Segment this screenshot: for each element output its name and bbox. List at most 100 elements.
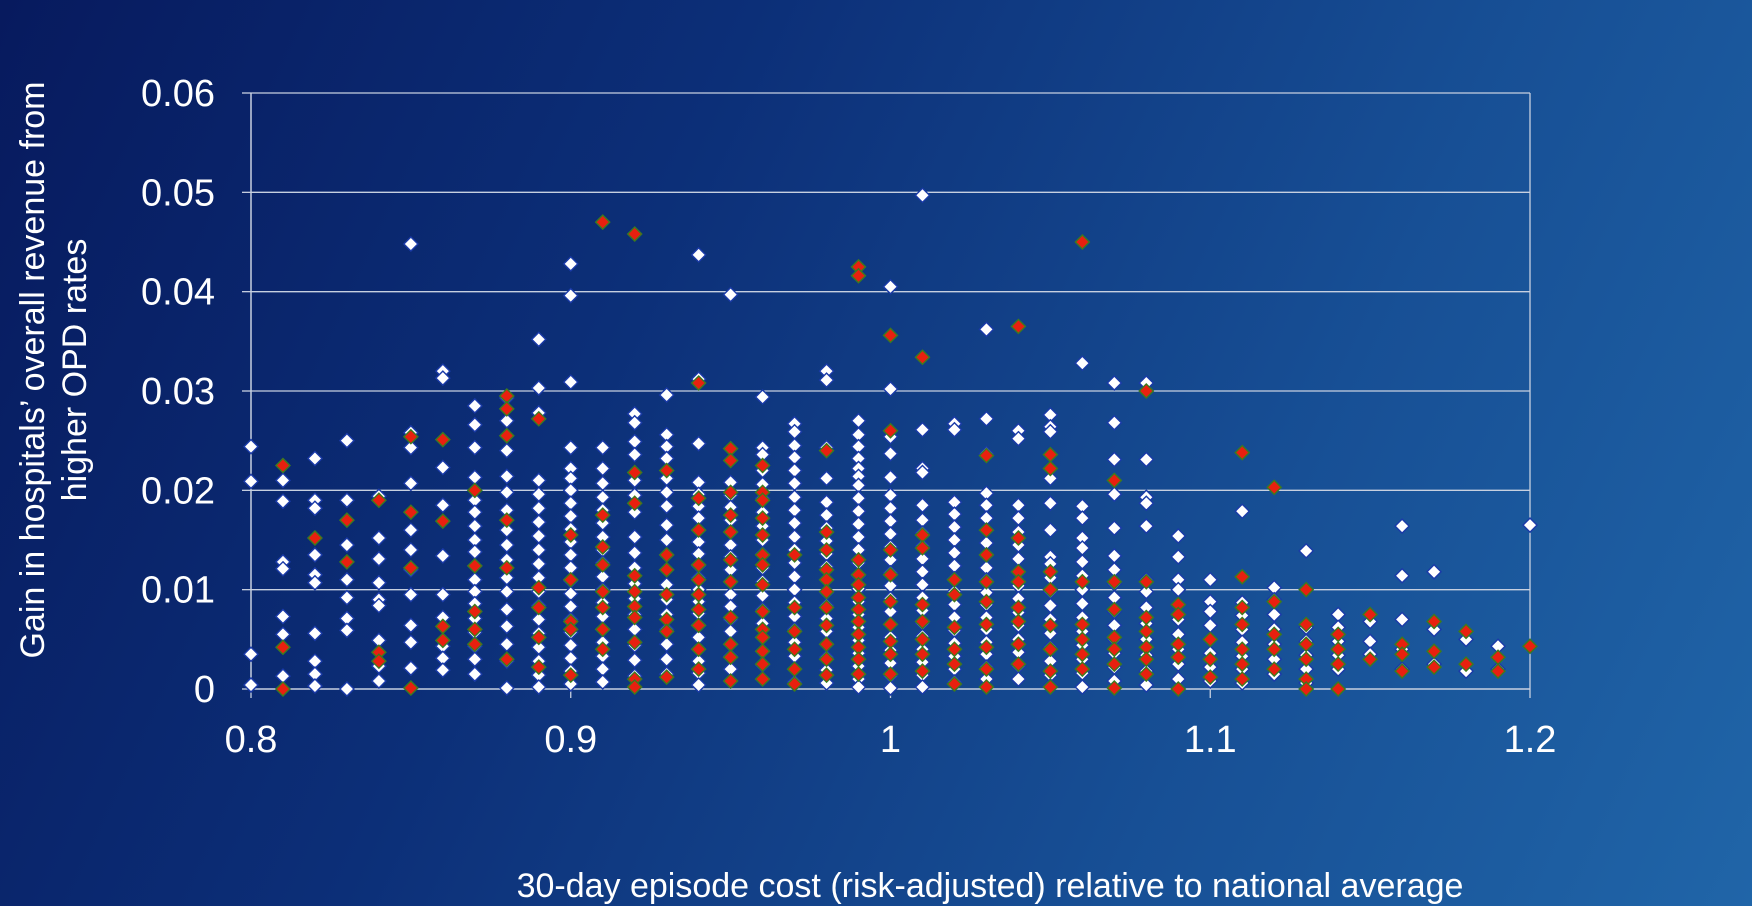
red-data-point: [818, 617, 835, 634]
red-data-point: [914, 539, 931, 556]
red-data-point: [1362, 606, 1379, 623]
red-data-point: [978, 616, 995, 633]
white-data-point: [1042, 597, 1059, 614]
white-data-point: [690, 246, 707, 263]
red-data-point: [722, 649, 739, 666]
red-data-point: [1298, 681, 1315, 697]
white-data-point: [370, 597, 387, 614]
red-data-point: [690, 490, 707, 507]
red-data-point: [754, 643, 771, 660]
y-axis-label-line-1: Gain in hospitals’ overall revenue from: [14, 81, 52, 658]
red-data-point: [1010, 318, 1027, 335]
white-data-point: [594, 489, 611, 506]
white-data-point: [882, 526, 899, 543]
red-data-point: [754, 492, 771, 509]
red-data-point: [530, 629, 547, 646]
white-data-point: [402, 586, 419, 603]
white-data-point: [530, 486, 547, 503]
red-data-point: [1202, 651, 1219, 668]
white-data-point: [498, 601, 515, 618]
red-data-point: [1490, 663, 1507, 680]
red-data-point: [402, 680, 419, 696]
red-data-point: [498, 559, 515, 576]
x-tick-label: 0.9: [544, 719, 597, 761]
white-data-point: [786, 462, 803, 479]
red-data-point: [658, 669, 675, 686]
red-data-point: [722, 484, 739, 501]
white-data-point: [498, 636, 515, 653]
white-data-point: [1010, 497, 1027, 514]
white-data-point: [626, 433, 643, 450]
white-data-point: [1138, 583, 1155, 600]
x-tick-label: 1: [880, 719, 901, 761]
red-data-point: [1042, 446, 1059, 463]
white-data-point: [1138, 677, 1155, 694]
red-data-point: [274, 681, 291, 697]
y-tick-label: 0.05: [141, 172, 215, 214]
red-data-point: [1042, 679, 1059, 696]
red-data-point: [658, 586, 675, 603]
white-data-point: [306, 678, 323, 695]
red-data-point: [530, 659, 547, 676]
white-data-point: [978, 497, 995, 514]
red-data-point: [946, 619, 963, 636]
white-data-point: [850, 679, 867, 696]
red-data-point: [562, 527, 579, 544]
red-data-point: [530, 599, 547, 616]
white-data-point: [754, 388, 771, 405]
white-data-point: [243, 677, 259, 694]
red-data-point: [402, 559, 419, 576]
white-data-point: [914, 679, 931, 696]
white-data-point: [370, 530, 387, 547]
red-data-point: [722, 673, 739, 690]
white-data-point: [306, 653, 323, 670]
white-data-point: [498, 536, 515, 553]
red-data-point: [1330, 656, 1347, 673]
white-data-point: [690, 435, 707, 452]
white-data-point: [786, 568, 803, 585]
white-data-point: [402, 660, 419, 677]
white-data-point: [1074, 355, 1091, 372]
white-data-point: [274, 493, 291, 510]
white-data-point: [1106, 520, 1123, 537]
white-data-point: [818, 470, 835, 487]
white-data-point: [882, 469, 899, 486]
white-data-point: [658, 386, 675, 403]
red-data-point: [946, 676, 963, 693]
white-data-point: [1170, 548, 1187, 565]
white-data-point: [338, 589, 355, 606]
red-data-point: [1106, 601, 1123, 618]
white-data-point: [658, 532, 675, 548]
white-data-point: [1138, 495, 1155, 512]
red-data-point: [498, 651, 515, 668]
red-data-point: [434, 513, 451, 530]
red-data-point: [1266, 593, 1283, 610]
white-data-point: [1010, 430, 1027, 447]
white-data-point: [466, 416, 483, 433]
white-data-point: [946, 557, 963, 574]
white-data-point: [562, 482, 579, 499]
white-data-point: [882, 680, 899, 696]
white-data-point: [1074, 510, 1091, 527]
red-data-point: [1490, 649, 1507, 666]
white-data-point: [1106, 375, 1123, 392]
white-data-point: [594, 439, 611, 456]
white-data-point: [466, 543, 483, 560]
white-data-point: [402, 475, 419, 492]
red-data-point: [626, 495, 643, 512]
white-data-point: [594, 674, 611, 691]
red-data-point: [1106, 680, 1123, 696]
red-data-point: [818, 667, 835, 684]
red-data-point: [1106, 573, 1123, 590]
white-data-point: [530, 528, 547, 545]
white-data-point: [562, 508, 579, 525]
white-data-point: [370, 550, 387, 567]
red-data-point: [1234, 599, 1251, 616]
white-data-point: [466, 397, 483, 414]
red-data-point: [1010, 613, 1027, 630]
red-data-point: [818, 651, 835, 668]
red-data-point: [1138, 666, 1155, 683]
white-data-point: [818, 372, 835, 389]
white-data-point: [1042, 470, 1059, 487]
white-data-point: [1106, 486, 1123, 503]
